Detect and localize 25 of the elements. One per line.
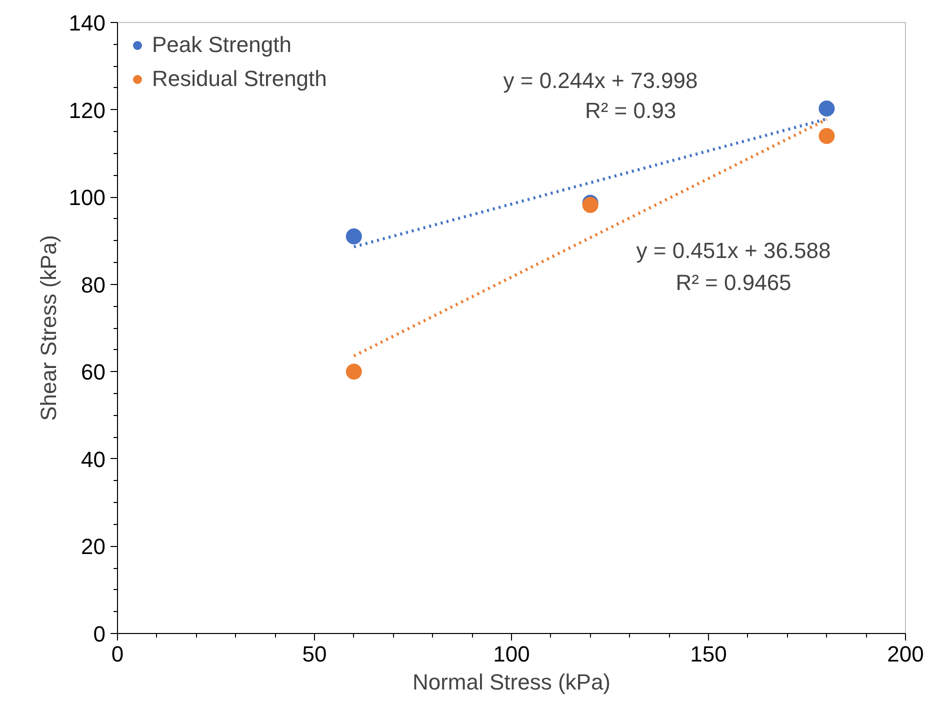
y-tick-label: 20 <box>81 534 106 560</box>
y-tick-label: 140 <box>68 10 106 36</box>
point <box>346 228 362 244</box>
legend-label: Peak Strength <box>152 32 292 58</box>
legend-label: Residual Strength <box>152 66 327 92</box>
y-tick-label: 60 <box>81 360 106 385</box>
point <box>818 128 835 144</box>
y-axis-title: Shear Stress (kPa) <box>36 235 61 421</box>
x-axis-title: Normal Stress (kPa) <box>412 670 611 694</box>
y-tick-label: 80 <box>81 272 106 298</box>
x-tick-label: 150 <box>690 642 727 666</box>
annotation: y = 0.451x + 36.588 <box>636 238 831 263</box>
y-tick-label: 40 <box>81 446 106 472</box>
annotation: y = 0.244x + 73.998 <box>503 68 698 93</box>
x-tick-label: 100 <box>493 642 530 666</box>
y-tick-label: 120 <box>68 98 106 123</box>
annotation: R² = 0.9465 <box>676 270 792 295</box>
point <box>346 364 362 380</box>
y-tick-label: 0 <box>93 622 106 646</box>
point <box>818 100 835 116</box>
x-tick-label: 200 <box>887 642 924 666</box>
y-tick-label: 100 <box>68 185 106 210</box>
annotation: R² = 0.93 <box>584 98 676 123</box>
x-tick-label: 50 <box>302 642 327 666</box>
x-tick-label: 0 <box>111 642 124 666</box>
